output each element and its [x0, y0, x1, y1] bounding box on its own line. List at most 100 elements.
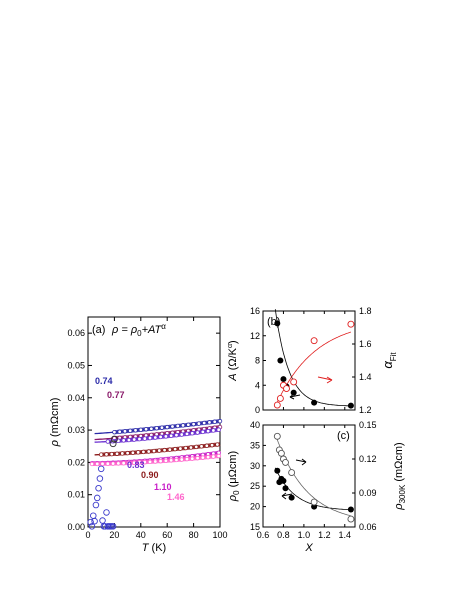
panel-b-ytick-left-label: 4: [255, 380, 260, 390]
panel-a-data-point: [162, 447, 167, 453]
panel-c-ytick-right-label: 0.15: [359, 420, 377, 430]
panel-b-arrow-left-head: [289, 393, 295, 400]
panel-c-point-rho0: [347, 506, 354, 513]
panel-a-data-point: [100, 461, 105, 467]
panel-c-ytick-right-label: 0.06: [359, 522, 377, 532]
panel-c-point-rho300: [273, 432, 281, 440]
panel-a-ytick-label: 0.03: [67, 425, 85, 435]
panel-a-data-point: [130, 450, 136, 455]
panel-a-data-point: [186, 422, 191, 427]
panel-c-point-rho300: [310, 498, 318, 506]
panel-a-data-point: [126, 437, 132, 443]
panel-a-xtick-label: 100: [212, 530, 227, 540]
panel-a-data-point: [179, 432, 184, 437]
panel-a-data-point: [125, 450, 130, 456]
panel-a-lowT-point: [93, 494, 101, 502]
panel-a-series-label: 0.90: [141, 470, 159, 480]
panel-c-xtick-label: 0.8: [277, 530, 290, 540]
panel-c-arrow-right-head: [301, 458, 307, 466]
panel-c-point-rho300: [277, 449, 285, 457]
panel-a-data-point: [168, 433, 174, 438]
panel-a-data-point: [179, 457, 184, 462]
panel-a-data-point: [164, 424, 170, 430]
panel-a-data-point: [131, 437, 137, 442]
panel-c-point-rho0: [282, 485, 289, 492]
panel-c-ytick-left-label: 25: [250, 481, 260, 491]
panel-c-arrow-left-head: [281, 492, 287, 500]
panel-a-data-point: [204, 443, 209, 448]
panel-c-label: (c): [337, 430, 350, 442]
panel-a-data-point: [199, 444, 204, 449]
panel-b-point-alpha: [276, 395, 284, 402]
panel-a-ytick-label: 0.01: [67, 490, 85, 500]
panel-a-data-point: [121, 438, 126, 443]
panel-a-data-point: [98, 452, 104, 457]
panel-a-data-point: [126, 460, 132, 466]
panel-a-data-point: [183, 445, 188, 451]
panel-b-point-A: [280, 376, 287, 383]
panel-a-lowT-point: [99, 517, 106, 524]
panel-c-ytick-left-label: 30: [250, 461, 260, 471]
panel-a-lowT-point: [103, 509, 110, 516]
panel-a-label: (a): [92, 324, 105, 336]
panel-a-data-point: [110, 461, 116, 466]
panel-a-ytick-label: 0.02: [67, 457, 85, 467]
panel-b-ylabel-left: A (Ω/Kα): [227, 340, 239, 381]
panel-a-data-point: [147, 459, 153, 465]
panel-a-series-label: 1.10: [154, 482, 172, 492]
panel-a-data-point: [153, 459, 158, 464]
panel-a-data-point: [212, 419, 217, 424]
panel-a-series-label: 0.83: [127, 460, 145, 470]
panel-a-data-point: [200, 429, 206, 435]
panel-a-data-point: [158, 434, 163, 440]
panel-a-lowT-point: [109, 523, 117, 530]
panel-a-lowT-point: [96, 475, 104, 482]
panel-b-arrow-right: [317, 376, 333, 381]
panel-a-data-point: [105, 439, 110, 444]
panel-c-point-rho0: [274, 467, 281, 474]
panel-b-ylabel-right: αFit: [380, 352, 398, 369]
panel-a-xtick-label: 80: [189, 530, 199, 540]
panel-a-data-point: [138, 427, 143, 432]
panel-a-data-point: [159, 425, 165, 430]
panel-a-data-point: [178, 446, 183, 451]
panel-b-point-alpha: [310, 337, 318, 345]
panel-a-data-point: [215, 442, 220, 447]
panel-b-point-A: [277, 357, 284, 364]
panel-a-data-point: [137, 460, 142, 465]
panel-a-data-point: [163, 434, 169, 439]
panel-a-data-point: [184, 431, 190, 437]
panel-a-lowT-point: [109, 440, 117, 448]
panel-a-data-point: [190, 456, 195, 461]
panel-a-data-point: [163, 458, 169, 463]
panel-a-ytick-label: 0.00: [67, 522, 85, 532]
panel-b-ytick-right-label: 1.8: [359, 306, 372, 316]
panel-c-point-rho0: [288, 494, 295, 501]
panel-a-data-point: [142, 459, 147, 465]
panel-a-data-point: [153, 435, 158, 440]
panel-c-point-rho300: [288, 469, 296, 477]
panel-a-data-point: [121, 460, 126, 466]
panel-a-data-point: [142, 436, 147, 441]
panel-c-point-rho0: [280, 477, 287, 484]
panel-a-data-point: [167, 447, 173, 452]
panel-a-series-label: 0.74: [95, 376, 113, 386]
panel-b-point-alpha: [283, 385, 290, 392]
panel-b-arrow-left: [289, 394, 301, 398]
panel-a-data-point: [180, 423, 186, 428]
panel-c-point-rho300: [282, 458, 289, 466]
panel-a-data-point: [168, 458, 174, 463]
panel-a-data-point: [195, 430, 200, 435]
panel-a-data-point: [217, 418, 223, 424]
panel-c-ytick-left-label: 15: [250, 522, 260, 532]
panel-a-data-point: [174, 432, 179, 438]
panel-a-data-point: [195, 455, 200, 461]
panel-b-point-A: [290, 389, 297, 396]
panel-a-data-point: [114, 451, 120, 456]
panel-c-ylabel-left: ρ0 (μΩcm): [227, 451, 241, 502]
panel-a-data-point: [191, 421, 196, 427]
panel-c-frame: [262, 424, 356, 528]
panel-a-data-point: [89, 461, 95, 467]
panel-a-ytick-label: 0.05: [67, 360, 85, 370]
